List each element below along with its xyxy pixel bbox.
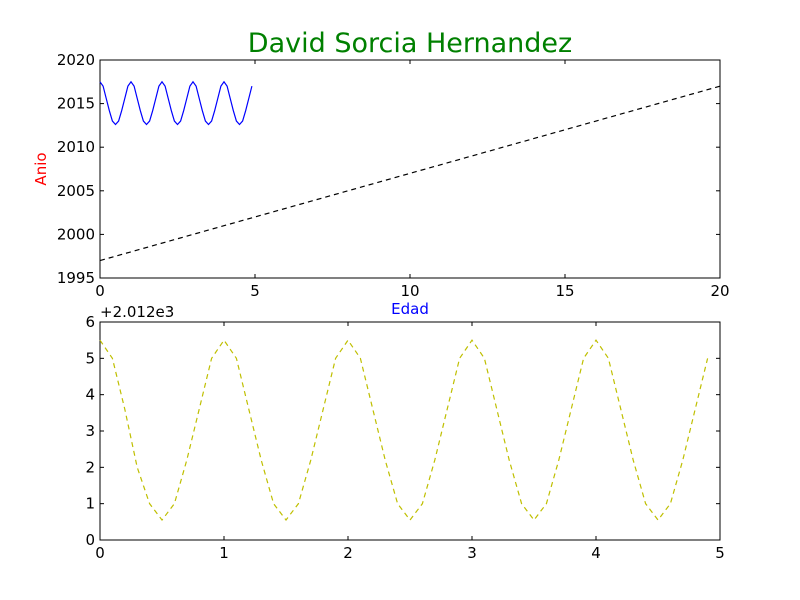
bottom-plot-y-tick-label: 0 [85, 531, 95, 549]
bottom-plot-y-tick-label: 3 [85, 422, 95, 440]
top-plot-y-label: Anio [32, 152, 50, 185]
top-plot-y-tick-label: 2005 [57, 182, 95, 200]
bottom-plot-y-tick-label: 6 [85, 313, 95, 331]
top-plot-x-label: Edad [391, 300, 429, 318]
top-plot-y-tick-label: 2000 [57, 225, 95, 243]
top-plot-series-0-line [99, 80, 253, 126]
top-plot-x-tick-label: 0 [95, 282, 105, 300]
bottom-plot-x-tick-label: 1 [219, 544, 229, 562]
bottom-plot-x-tick-label: 4 [591, 544, 601, 562]
top-plot-y-tick-label: 2015 [57, 95, 95, 113]
bottom-plot-offset-label: +2.012e3 [100, 303, 174, 321]
bottom-plot: 0 1 2 3 4 5 0 1 2 3 4 5 6 [85, 313, 724, 562]
top-plot-y-tick-label: 2020 [57, 51, 95, 69]
top-plot-x-tick-label: 5 [250, 282, 260, 300]
chart-title: David Sorcia Hernandez [248, 28, 572, 59]
top-plot-y-tick-label: 1995 [57, 269, 95, 287]
bottom-plot-x-tick-label: 0 [95, 544, 105, 562]
bottom-plot-x-tick-label: 3 [467, 544, 477, 562]
bottom-plot-y-tick-label: 2 [85, 458, 95, 476]
top-plot-x-tick-label: 10 [400, 282, 419, 300]
bottom-plot-y-tick-label: 5 [85, 349, 95, 367]
bottom-plot-x-tick-label: 5 [715, 544, 725, 562]
top-plot-x-tick-label: 15 [555, 282, 574, 300]
bottom-plot-y-tick-label: 1 [85, 495, 95, 513]
top-plot: 0 5 10 15 20 1995 2000 2005 2010 2015 2020 [57, 51, 730, 300]
top-plot-x-tick-label: 20 [710, 282, 729, 300]
bottom-plot-series-0-line [99, 339, 709, 522]
top-plot-y-tick-label: 2010 [57, 138, 95, 156]
bottom-plot-y-tick-label: 4 [85, 386, 95, 404]
bottom-plot-x-tick-label: 2 [343, 544, 353, 562]
